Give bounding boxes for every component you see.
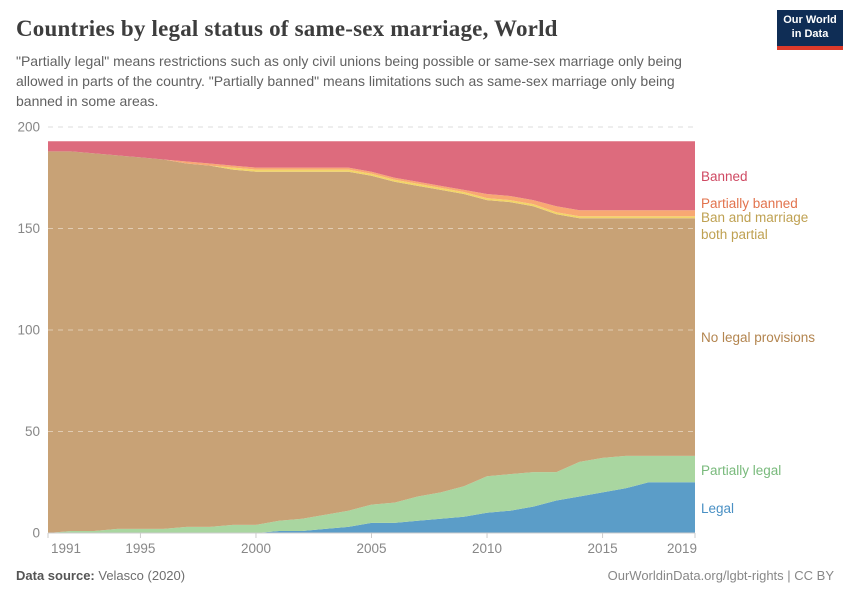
- area-band-no-legal-provisions[interactable]: [48, 151, 695, 533]
- x-tick-label-2015: 2015: [588, 541, 618, 556]
- x-tick-label-2019: 2019: [667, 541, 697, 556]
- legend-label-ban-and-marriage-both-partial[interactable]: Ban and marriage both partial: [701, 210, 809, 243]
- x-tick-label-2000: 2000: [241, 541, 271, 556]
- data-source-value: Velasco (2020): [94, 568, 186, 583]
- page-title: Countries by legal status of same-sex ma…: [16, 16, 558, 41]
- chart-subtitle: "Partially legal" means restrictions suc…: [16, 53, 682, 109]
- y-tick-label-50: 50: [25, 424, 40, 439]
- data-source-label: Data source:: [16, 568, 95, 583]
- area-band-partially-legal[interactable]: [48, 455, 695, 533]
- legend-label-partially-legal[interactable]: Partially legal: [701, 463, 782, 478]
- legend-label-banned[interactable]: Banned: [701, 169, 748, 184]
- owid-link[interactable]: OurWorldinData.org/lgbt-rights | CC BY: [607, 568, 834, 583]
- legend-label-legal[interactable]: Legal: [701, 501, 735, 516]
- y-tick-label-200: 200: [17, 120, 40, 135]
- data-source-note: Data source: Velasco (2020): [16, 568, 185, 583]
- x-tick-label-1991: 1991: [51, 541, 81, 556]
- owid-logo[interactable]: Our World in Data: [777, 10, 843, 50]
- x-tick-label-2010: 2010: [472, 541, 502, 556]
- owid-logo-line1: Our World: [783, 14, 837, 27]
- y-tick-label-0: 0: [32, 526, 40, 541]
- owid-logo-line2: in Data: [791, 28, 829, 40]
- y-tick-label-100: 100: [17, 323, 40, 338]
- area-band-banned[interactable]: [48, 141, 695, 211]
- legend-label-partially-banned[interactable]: Partially banned: [701, 196, 798, 211]
- y-tick-label-150: 150: [17, 221, 40, 236]
- x-tick-label-2005: 2005: [356, 541, 386, 556]
- x-tick-label-1995: 1995: [125, 541, 155, 556]
- legend-label-no-legal-provisions[interactable]: No legal provisions: [701, 330, 816, 345]
- area-band-legal[interactable]: [48, 482, 695, 533]
